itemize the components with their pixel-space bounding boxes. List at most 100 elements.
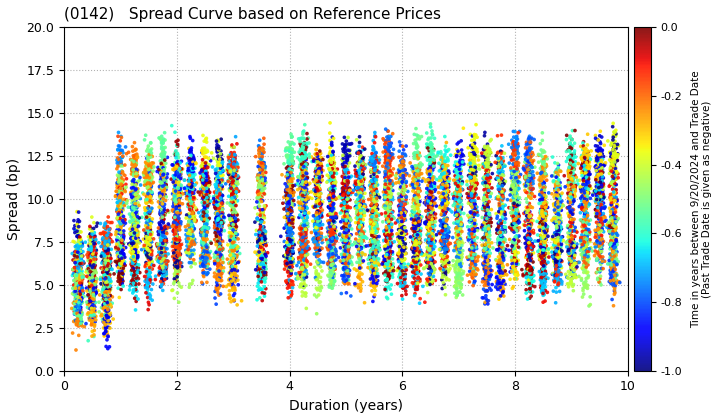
Point: [594, 139, 606, 145]
Point: [578, 248, 590, 255]
Point: [188, 155, 199, 162]
Point: [257, 260, 269, 266]
Point: [336, 173, 348, 180]
Point: [523, 134, 535, 141]
Point: [257, 208, 269, 215]
Point: [102, 254, 113, 261]
Point: [189, 216, 200, 223]
Point: [398, 179, 410, 186]
Point: [507, 257, 518, 264]
Point: [202, 194, 214, 201]
Point: [73, 239, 85, 245]
Point: [414, 276, 426, 283]
Point: [125, 214, 137, 220]
Point: [436, 171, 448, 178]
Point: [484, 285, 495, 291]
Point: [343, 254, 355, 261]
Point: [158, 280, 169, 287]
Point: [223, 162, 235, 168]
Point: [606, 157, 618, 164]
Point: [87, 316, 99, 323]
Point: [541, 163, 552, 170]
Point: [441, 231, 453, 238]
Point: [184, 185, 196, 192]
Point: [579, 211, 590, 218]
Point: [95, 312, 107, 319]
Point: [607, 224, 618, 231]
Point: [300, 246, 311, 252]
Point: [185, 200, 197, 207]
Point: [279, 225, 290, 231]
Point: [372, 155, 384, 161]
Point: [172, 184, 184, 191]
Point: [343, 189, 354, 196]
Point: [296, 168, 307, 174]
Point: [305, 189, 317, 195]
Point: [312, 262, 324, 268]
Point: [295, 148, 307, 155]
Point: [552, 191, 564, 198]
Point: [594, 176, 606, 182]
Point: [608, 129, 620, 135]
Point: [595, 161, 606, 168]
Point: [143, 299, 154, 306]
Point: [283, 268, 294, 275]
Point: [522, 272, 534, 278]
Point: [424, 233, 436, 240]
Point: [367, 147, 379, 153]
Point: [197, 184, 208, 191]
Point: [104, 310, 116, 317]
Point: [354, 253, 365, 260]
Point: [421, 250, 433, 257]
Point: [216, 254, 228, 261]
Point: [172, 158, 184, 165]
Point: [384, 150, 395, 157]
Point: [153, 249, 165, 255]
Point: [327, 228, 338, 235]
Point: [478, 197, 490, 204]
Point: [199, 149, 210, 156]
Point: [377, 261, 388, 268]
Point: [454, 268, 465, 275]
Point: [311, 155, 323, 162]
Point: [426, 226, 438, 232]
Point: [430, 211, 441, 218]
Point: [533, 151, 544, 158]
Point: [295, 269, 307, 276]
Point: [534, 223, 545, 230]
Point: [293, 214, 305, 221]
Point: [158, 256, 170, 262]
Point: [103, 307, 114, 314]
Point: [345, 191, 356, 198]
Point: [105, 278, 117, 284]
Point: [217, 192, 228, 199]
Point: [323, 195, 335, 202]
Point: [453, 139, 464, 146]
Point: [564, 171, 575, 177]
Point: [593, 265, 604, 272]
Point: [549, 255, 560, 261]
Point: [176, 158, 187, 165]
Point: [297, 144, 308, 151]
Point: [478, 200, 490, 207]
Point: [212, 267, 223, 274]
Point: [312, 213, 324, 219]
Point: [199, 186, 210, 193]
Point: [94, 230, 106, 237]
Point: [591, 256, 603, 263]
Point: [427, 249, 438, 256]
Point: [369, 227, 380, 234]
Point: [87, 251, 99, 257]
Point: [610, 223, 621, 229]
Point: [214, 218, 225, 225]
Point: [155, 284, 166, 290]
Point: [408, 209, 420, 216]
Point: [84, 284, 96, 291]
Point: [366, 159, 377, 166]
Point: [282, 249, 293, 256]
Point: [188, 190, 199, 197]
Point: [129, 199, 140, 206]
Point: [300, 188, 312, 195]
Point: [184, 161, 196, 168]
Point: [466, 151, 477, 158]
